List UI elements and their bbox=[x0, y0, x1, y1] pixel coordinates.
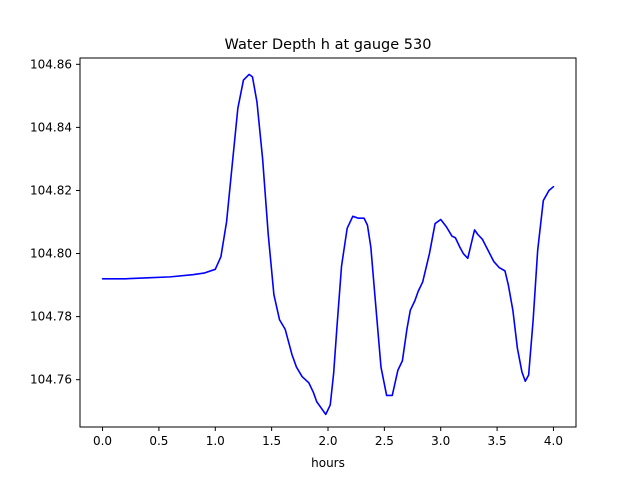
y-tick-label: 104.82 bbox=[30, 183, 72, 197]
x-tick-label: 1.5 bbox=[262, 434, 281, 448]
plot-area bbox=[79, 57, 577, 428]
x-tick-label: 3.5 bbox=[488, 434, 507, 448]
x-tick-label: 0.0 bbox=[93, 434, 112, 448]
series-line-water-depth bbox=[101, 73, 555, 416]
x-tick-label: 2.0 bbox=[318, 434, 337, 448]
plot-frame bbox=[79, 57, 577, 428]
y-tick-label: 104.84 bbox=[30, 120, 72, 134]
y-tick-label: 104.80 bbox=[30, 247, 72, 261]
y-tick-label: 104.76 bbox=[30, 373, 72, 387]
y-tick-label: 104.78 bbox=[30, 310, 72, 324]
x-axis: 0.0 0.5 1.0 1.5 2.0 2.5 3.0 3.5 4.0 bbox=[93, 427, 563, 448]
x-tick-label: 3.0 bbox=[431, 434, 450, 448]
x-axis-label: hours bbox=[311, 456, 345, 470]
y-axis: 104.76 104.78 104.80 104.82 104.84 104.86 bbox=[30, 57, 80, 387]
x-tick-label: 1.0 bbox=[206, 434, 225, 448]
x-tick-label: 2.5 bbox=[375, 434, 394, 448]
x-tick-label: 0.5 bbox=[149, 434, 168, 448]
y-tick-label: 104.86 bbox=[30, 57, 72, 71]
chart-title: Water Depth h at gauge 530 bbox=[225, 37, 432, 53]
x-tick-label: 4.0 bbox=[544, 434, 563, 448]
